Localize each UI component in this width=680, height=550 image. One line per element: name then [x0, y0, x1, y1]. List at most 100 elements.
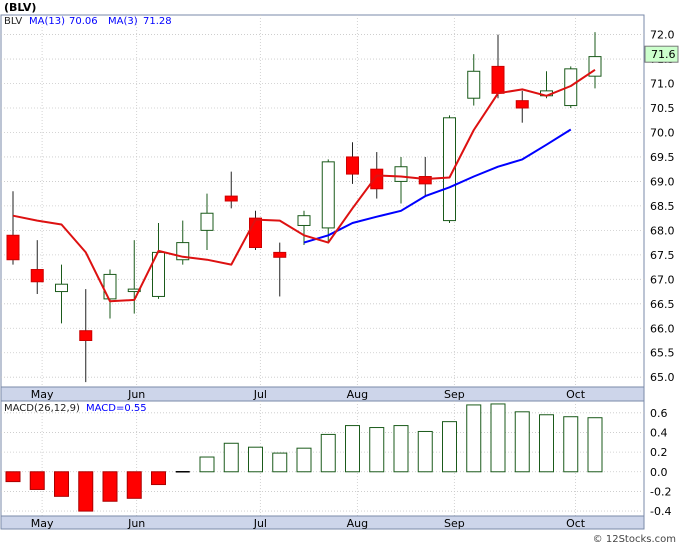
macd-x-tick-label: Sep	[444, 517, 465, 530]
candle-body-down	[491, 65, 505, 94]
macd-bar-negative	[78, 471, 94, 512]
candle	[515, 90, 529, 123]
macd-bar-negative	[29, 471, 45, 490]
macd-x-tick-label: Jul	[253, 517, 267, 530]
candle-body-down	[224, 195, 238, 202]
candle-body-down	[370, 168, 384, 190]
price-y-tick-label: 72.0	[650, 29, 675, 42]
price-y-tick-label: 70.5	[650, 102, 675, 115]
price-x-tick-label: Jun	[127, 388, 145, 401]
macd-bar-negative	[5, 471, 21, 483]
candle-body-down	[79, 330, 93, 342]
candle	[588, 32, 602, 89]
price-y-tick-label: 71.0	[650, 78, 675, 91]
macd-y-axis: -0.4 -0.2 0.0 0.2 0.4 0.6	[650, 407, 671, 518]
candle	[79, 289, 93, 383]
candle	[418, 156, 432, 197]
candle-body-up	[297, 215, 311, 226]
macd-bar-positive	[587, 417, 603, 473]
macd-bar-positive	[369, 427, 385, 473]
macd-panel: May Jun Jul Aug Sep Oct -0.4-0.20.00.20.40.6 …	[0, 400, 671, 530]
price-y-tick-label: 67.0	[650, 273, 675, 286]
price-y-axis: 65.0 65.5 66.0 66.5 67.0 67.5 68.0 68.5 69.0 69.5…	[650, 29, 675, 385]
candle-body-up	[564, 68, 578, 107]
legend-ma3-label: MA(3)	[108, 16, 138, 27]
macd-bar-positive	[248, 446, 263, 473]
candle-body-down	[418, 176, 432, 185]
price-y-tick-label: 66.5	[650, 298, 675, 311]
candle-body-up	[127, 288, 141, 293]
macd-bar-positive	[417, 430, 433, 473]
price-date-band	[0, 386, 645, 402]
price-legend: (BLV) BLV MA(13) 70.06 MA(3) 71.28	[2, 0, 198, 27]
candle	[55, 264, 68, 324]
macd-bar-positive	[345, 425, 360, 473]
macd-bar-positive	[514, 411, 530, 473]
macd-bar-positive	[199, 456, 215, 473]
price-x-tick-label: Oct	[566, 388, 586, 401]
macd-bar-positive	[539, 414, 554, 473]
macd-y-tick-label: -0.2	[650, 485, 671, 498]
price-x-tick-label: Sep	[444, 388, 465, 401]
candle	[273, 242, 287, 297]
candle	[370, 152, 384, 199]
candle-body-down	[346, 156, 359, 175]
price-y-tick-label: 69.5	[650, 151, 675, 164]
candle	[443, 115, 456, 224]
price-y-tick-label: 70.0	[650, 126, 675, 139]
macd-x-axis: May Jun Jul Aug Sep Oct	[31, 517, 586, 530]
candle	[321, 159, 335, 243]
legend-ma3-value: 71.28	[143, 16, 172, 27]
candle-body-up	[467, 70, 481, 99]
candle-body-up	[321, 161, 335, 229]
macd-bar-positive	[223, 442, 239, 473]
macd-x-tick-label: May	[31, 517, 54, 530]
legend-ticker: BLV	[4, 16, 22, 27]
macd-x-tick-label: Aug	[347, 517, 368, 530]
macd-y-tick-label: 0.6	[650, 407, 668, 420]
candle	[200, 193, 214, 250]
moving-average-lines	[12, 68, 596, 303]
price-x-tick-label: May	[31, 388, 54, 401]
legend-ma13-label: MA(13)	[29, 16, 65, 27]
price-y-tick-label: 69.0	[650, 175, 675, 188]
macd-y-tick-label: -0.4	[650, 505, 671, 518]
macd-bar-positive	[442, 421, 457, 473]
price-y-tick-label: 65.5	[650, 347, 675, 360]
macd-legend-label: MACD(26,12,9)	[4, 403, 80, 414]
legend-ma13-value: 70.06	[69, 16, 98, 27]
macd-y-tick-label: 0.0	[650, 466, 668, 479]
price-x-tick-label: Jul	[253, 388, 267, 401]
macd-bar-positive	[490, 403, 506, 473]
price-panel: May Jun Jul Aug Sep Oct 65.065.566.066.567.06…	[0, 0, 679, 402]
macd-bar-positive	[272, 452, 288, 473]
price-x-axis: May Jun Jul Aug Sep Oct	[31, 388, 586, 401]
last-price-box	[644, 45, 679, 63]
macd-bar-positive	[296, 447, 312, 473]
candle	[103, 269, 117, 319]
macd-bar-negative	[151, 471, 166, 486]
candle-body-down	[249, 217, 262, 248]
candle-body-down	[273, 251, 287, 258]
candle	[467, 54, 481, 106]
last-price-label: 71.6	[651, 48, 676, 61]
candle-body-down	[30, 269, 44, 283]
macd-x-tick-label: Jun	[127, 517, 145, 530]
macd-bar-negative	[102, 471, 118, 502]
macd-bars	[5, 403, 603, 512]
legend-background	[2, 0, 198, 14]
ma-line-ma3	[12, 68, 596, 303]
ma-line-ma13	[303, 128, 572, 244]
candle-body-down	[515, 100, 529, 109]
macd-bar-positive	[393, 425, 409, 473]
price-y-tick-label: 65.0	[650, 371, 675, 384]
macd-bar-negative	[126, 471, 142, 499]
chart-title: (BLV)	[4, 1, 36, 14]
candle-body-down	[6, 234, 20, 261]
last-price-tag: 71.6	[644, 45, 679, 63]
candle	[346, 142, 359, 184]
candle	[224, 171, 238, 209]
watermark: © 12Stocks.com	[593, 534, 676, 545]
